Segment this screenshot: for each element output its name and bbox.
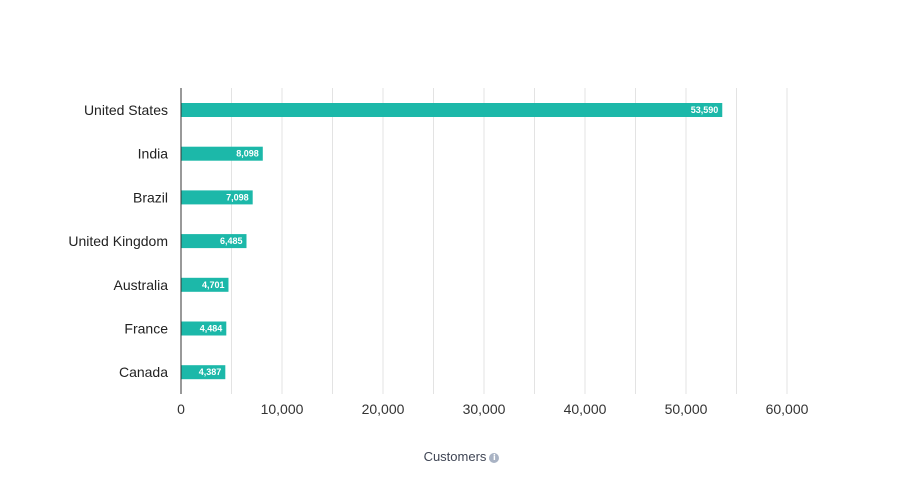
data-label: 53,590: [691, 105, 719, 115]
x-axis-label: Customers: [423, 449, 487, 464]
category-label: Canada: [119, 364, 168, 380]
data-label: 4,387: [199, 367, 222, 377]
bar-united-states: [181, 103, 723, 117]
x-tick-label: 20,000: [362, 401, 405, 417]
info-icon[interactable]: i: [489, 452, 500, 463]
x-tick-label: 50,000: [665, 401, 708, 417]
gridlines: [231, 88, 788, 394]
category-label: Brazil: [133, 189, 168, 205]
x-tick-label: 60,000: [766, 401, 809, 417]
data-label: 4,701: [202, 280, 225, 290]
x-axis-title: Customers i: [0, 449, 923, 464]
category-label: France: [124, 321, 168, 337]
data-label: 8,098: [236, 149, 259, 159]
x-tick-label: 30,000: [463, 401, 506, 417]
category-label: United States: [84, 102, 168, 118]
bar-france: [181, 321, 227, 336]
data-label: 6,485: [220, 236, 243, 246]
category-label: Australia: [114, 277, 169, 293]
bar-united-kingdom: [181, 234, 247, 249]
x-tick-label: 0: [177, 401, 185, 417]
category-label: United Kingdom: [68, 233, 168, 249]
x-tick-label: 40,000: [564, 401, 607, 417]
x-axis-ticks: 0 10,000 20,000 30,000 40,000 50,000 60,000: [177, 401, 809, 417]
bar-australia: [181, 277, 229, 292]
category-label: India: [138, 146, 169, 162]
bar-brazil: [181, 190, 253, 205]
bar-canada: [181, 365, 226, 380]
bars: 53,590 United States 8,098 India 7,098 Brazil…: [68, 102, 723, 380]
data-label: 7,098: [226, 192, 249, 202]
x-tick-label: 10,000: [261, 401, 304, 417]
data-label: 4,484: [200, 324, 223, 334]
bar-india: [181, 146, 263, 161]
